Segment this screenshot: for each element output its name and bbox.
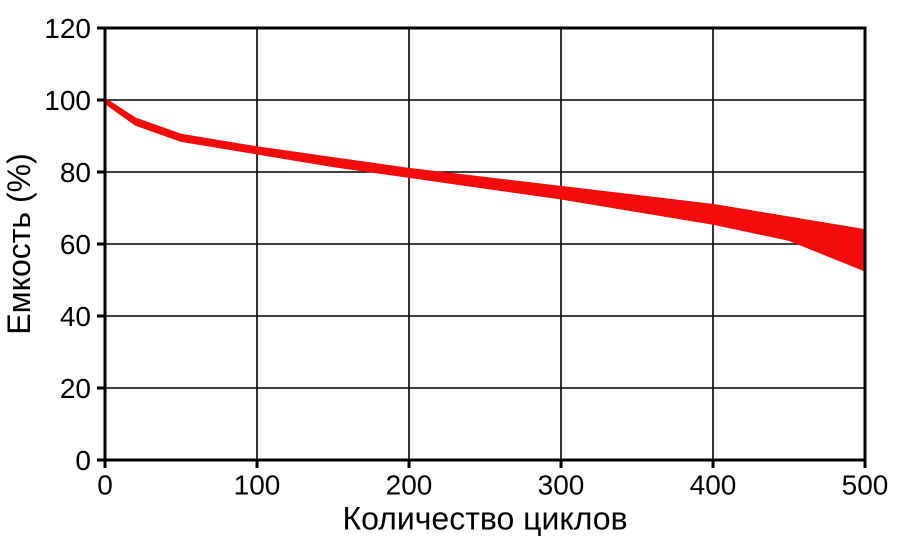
- capacity-vs-cycles-chart: 0 100 200 300 400 500 0 20 40 60 80 100 120 Количеств…: [0, 0, 900, 543]
- y-tick-label: 120: [44, 13, 91, 44]
- y-tick-label: 80: [60, 157, 91, 188]
- x-tick-label: 200: [386, 470, 433, 501]
- y-axis-label: Емкость (%): [1, 153, 37, 334]
- x-tick-label: 400: [690, 470, 737, 501]
- x-axis-label: Количество циклов: [342, 501, 627, 537]
- y-tick-label: 0: [75, 445, 91, 476]
- y-tick-label: 60: [60, 229, 91, 260]
- chart-background: [0, 0, 900, 543]
- x-tick-label: 0: [97, 470, 113, 501]
- x-tick-label: 300: [538, 470, 585, 501]
- x-tick-label: 500: [842, 470, 889, 501]
- y-tick-label: 100: [44, 85, 91, 116]
- y-tick-label: 40: [60, 301, 91, 332]
- chart-svg: 0 100 200 300 400 500 0 20 40 60 80 100 120 Количеств…: [0, 0, 900, 543]
- y-tick-label: 20: [60, 373, 91, 404]
- x-tick-label: 100: [234, 470, 281, 501]
